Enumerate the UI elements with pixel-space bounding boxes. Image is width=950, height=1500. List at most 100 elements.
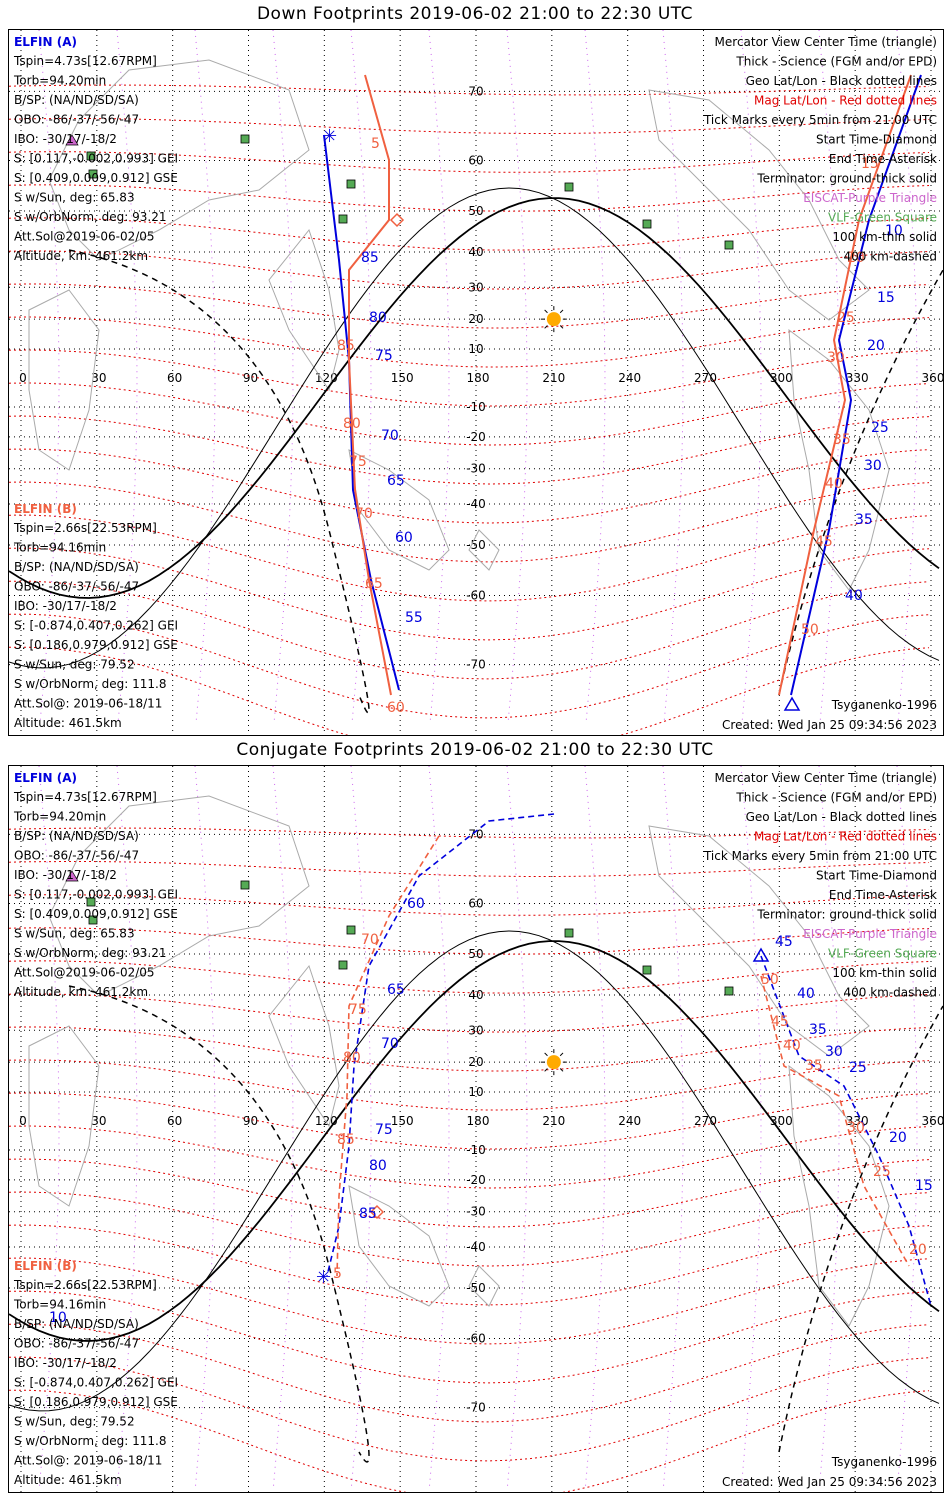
legend-item: VLF-Green Square	[828, 211, 937, 225]
mag-meridian	[116, 766, 138, 1487]
legend-item: Mag Lat/Lon - Red dotted lines	[754, 94, 937, 108]
conjugate-footprints-svg: 0 30 60 90 120 150 180 210 240 270 300 330 360706050…	[9, 766, 943, 1492]
terminator-100km	[9, 187, 940, 669]
elfin-a-track-east	[790, 74, 922, 696]
lat-label: -20	[466, 430, 486, 444]
mag-parallel	[9, 118, 930, 134]
legend-item: Mercator View Center Time (triangle)	[715, 771, 937, 785]
elfin-a-info: B/SP: (NA/ND/SD/SA)	[14, 93, 139, 107]
elfin-b-info: S w/OrbNorm, deg: 111.8	[14, 677, 166, 691]
legend-item: Terminator: ground-thick solid	[756, 908, 937, 922]
elfin-a-tick-label: 55	[405, 610, 423, 626]
mag-parallel	[9, 1389, 930, 1492]
lat-label: 50	[468, 204, 483, 218]
elfin-a-tick-label: 30	[825, 1044, 843, 1060]
down-footprints-svg: 0 30 60 90 120 150 180 210 240 270 300 330 360706050…	[9, 30, 943, 735]
elfin-b-tick-label: 25	[837, 310, 855, 326]
elfin-b-tick-label: 35	[833, 432, 851, 448]
lat-label: -60	[466, 1332, 486, 1346]
elfin-b-info: S: [-0.874,0.407,0.262] GEI	[14, 619, 178, 633]
mag-meridian	[584, 766, 606, 1487]
elfin-b-tick-label: 50	[801, 622, 819, 638]
vlf-station-icon	[86, 151, 96, 161]
mag-parallel	[9, 580, 930, 680]
mag-parallel	[9, 1290, 930, 1384]
elfin-b-tick-label: 30	[847, 1120, 865, 1136]
mag-parallel	[9, 1125, 930, 1189]
mag-parallel	[9, 1224, 930, 1306]
lon-label: 210	[542, 371, 565, 385]
terminator-400km-west	[68, 985, 370, 1463]
vlf-station-icon	[240, 880, 250, 890]
mag-parallel	[9, 481, 930, 563]
lon-label: 180	[467, 371, 490, 385]
lat-label: 40	[468, 988, 483, 1002]
elfin-b-info: IBO: -30/17/-18/2	[14, 1356, 117, 1370]
lat-label: -30	[466, 1205, 486, 1219]
elfin-b-tick-label: 45	[815, 534, 833, 550]
legend-item: Terminator: ground-thick solid	[756, 172, 937, 186]
elfin-b-tick-label: 5	[333, 1266, 342, 1282]
elfin-b-tick-label: 75	[349, 1002, 367, 1018]
mag-meridian	[740, 766, 762, 1487]
mag-meridian	[350, 766, 372, 1487]
elfin-a-info: S: [0.409,0.009,0.912] GSE	[14, 171, 178, 185]
mag-parallel	[9, 1026, 930, 1072]
elfin-a-tick-label: 75	[375, 348, 393, 364]
elfin-b-tick-label: 75	[349, 454, 367, 470]
mag-parallel	[9, 1323, 930, 1423]
elfin-a-info: B/SP: (NA/ND/SD/SA)	[14, 829, 139, 843]
vlf-station-icon	[346, 925, 356, 935]
elfin-b-track-east	[760, 975, 910, 1267]
vlf-station-icon	[88, 169, 98, 179]
elfin-a-header: ELFIN (A)	[14, 771, 77, 785]
lat-label: 30	[468, 1023, 483, 1037]
mag-meridian	[272, 766, 294, 1487]
eiscat-triangle-icon	[65, 870, 79, 882]
elfin-a-tick-label: 65	[387, 473, 405, 489]
sun-ray	[559, 325, 564, 329]
mag-parallel	[9, 448, 930, 524]
elfin-b-info: Altitude: 461.5km	[14, 1473, 122, 1487]
elfin-a-header: ELFIN (A)	[14, 35, 77, 49]
lat-label: 60	[468, 896, 483, 910]
lon-label: 0	[19, 371, 27, 385]
lon-label: 150	[391, 1114, 414, 1128]
sun-ray	[559, 309, 564, 314]
coastline	[468, 1265, 500, 1307]
mag-meridian	[428, 30, 450, 721]
vlf-station-icon	[564, 182, 574, 192]
terminator-ground	[9, 940, 940, 1342]
lon-label: 180	[467, 1114, 490, 1128]
lon-label: 240	[618, 371, 641, 385]
elfin-a-tick-label: 45	[775, 934, 793, 950]
elfin-a-info: S w/Sun, deg: 65.83	[14, 927, 135, 941]
coastline	[48, 59, 310, 261]
elfin-a-info: Att.Sol@2019-06-02/05	[14, 966, 155, 980]
elfin-b-header: ELFIN (B)	[14, 502, 77, 516]
lon-label: 90	[243, 371, 258, 385]
elfin-b-tick-label: 60	[387, 700, 405, 716]
legend-item: Thick - Science (FGM and/or EPD)	[735, 55, 937, 69]
vlf-station-icon	[88, 915, 98, 925]
lat-label: 60	[468, 153, 483, 167]
mag-meridian	[350, 30, 372, 721]
elfin-b-info: Tspin=2.66s[22.53RPM]	[13, 1278, 157, 1292]
elfin-b-tick-label: 25	[873, 1164, 891, 1180]
elfin-a-tick-label: 70	[381, 428, 399, 444]
lon-label: 360	[922, 1114, 943, 1128]
mag-parallel	[9, 283, 930, 329]
elfin-a-track-east	[760, 955, 932, 1307]
lon-label: 330	[846, 371, 869, 385]
legend-item: Start Time-Diamond	[816, 133, 937, 147]
elfin-a-tick-label: 30	[864, 458, 882, 474]
lat-label: 20	[468, 1055, 483, 1069]
elfin-a-tick-label: 15	[915, 1178, 933, 1194]
legend-item: Mag Lat/Lon - Red dotted lines	[754, 830, 937, 844]
elfin-a-tick-label: 35	[809, 1022, 827, 1038]
mag-meridian	[896, 766, 918, 1487]
mag-parallel	[9, 646, 930, 735]
elfin-a-info: S: [0.409,0.009,0.912] GSE	[14, 907, 178, 921]
mag-parallel	[9, 613, 930, 719]
created-label: Created: Wed Jan 25 09:34:56 2023	[722, 718, 937, 732]
